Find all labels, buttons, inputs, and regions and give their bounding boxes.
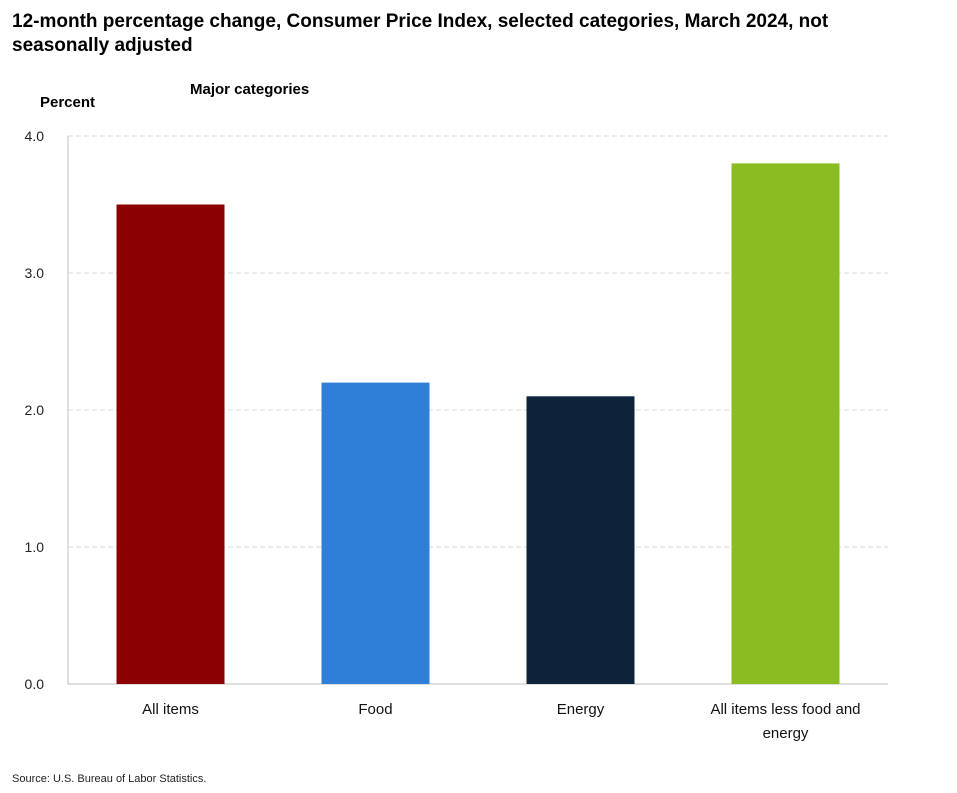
- y-tick-label: 2.0: [25, 402, 45, 418]
- chart-subtitle: Major categories: [190, 81, 310, 98]
- y-tick-label: 0.0: [25, 676, 45, 692]
- y-tick-label: 4.0: [25, 128, 45, 144]
- y-axis-label: Percent: [40, 94, 96, 111]
- x-tick-label: Energy: [557, 701, 605, 718]
- bar: [321, 382, 430, 684]
- y-tick-label: 1.0: [25, 539, 45, 555]
- x-tick-label: All items less food and energy: [710, 701, 860, 742]
- source-note: Source: U.S. Bureau of Labor Statistics.: [12, 773, 207, 785]
- y-tick-label: 3.0: [25, 265, 45, 281]
- chart-title: 12-month percentage change, Consumer Pri…: [12, 11, 829, 56]
- x-tick-label: All items: [142, 701, 199, 718]
- bar: [116, 204, 225, 684]
- bar: [526, 396, 635, 684]
- x-tick-label: Food: [358, 701, 392, 718]
- bar: [731, 163, 840, 684]
